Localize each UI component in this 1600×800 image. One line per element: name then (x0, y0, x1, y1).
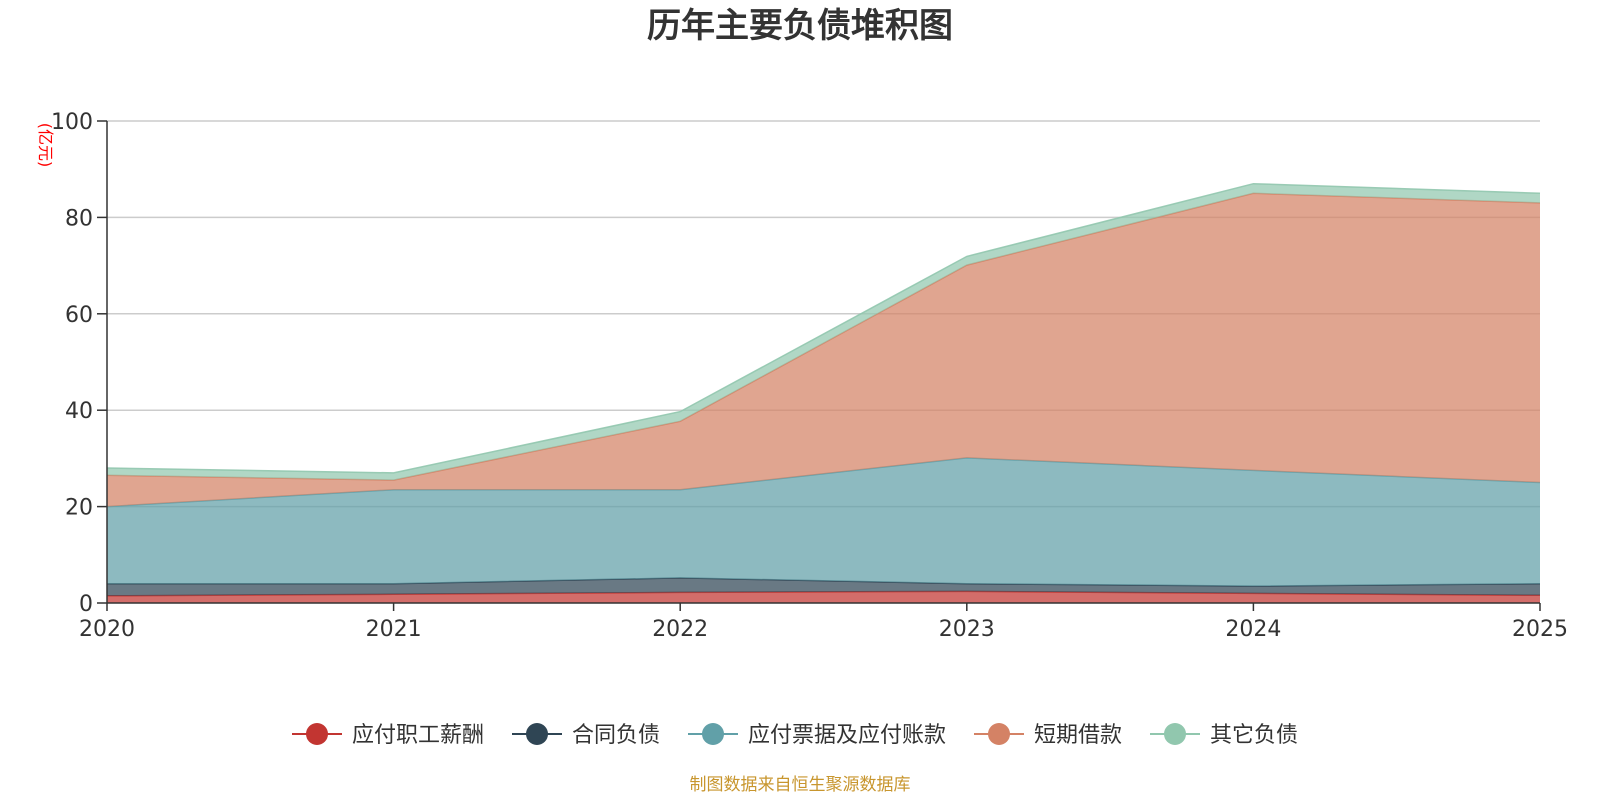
y-tick-label: 20 (65, 496, 93, 521)
y-tick-label: 0 (79, 592, 93, 617)
y-axis-unit-label: (亿元) (36, 123, 55, 168)
y-tick-label: 60 (65, 303, 93, 328)
x-tick-label: 2023 (939, 617, 995, 642)
x-tick-label: 2021 (366, 617, 422, 642)
x-tick-label: 2025 (1512, 617, 1568, 642)
legend-circle-marker (526, 723, 548, 745)
legend-circle-marker (702, 723, 724, 745)
area-series-3 (107, 193, 1540, 507)
y-tick-label: 80 (65, 206, 93, 231)
legend-label: 短期借款 (1034, 723, 1122, 748)
legend-label: 应付票据及应付账款 (748, 723, 946, 748)
y-tick-label: 40 (65, 399, 93, 424)
x-tick-label: 2024 (1225, 617, 1281, 642)
area-series-group (106, 182, 1541, 603)
legend[interactable]: 应付职工薪酬 合同负债 应付票据及应付账款 短期借款 其它负债 (292, 723, 1298, 748)
legend-item-0[interactable]: 应付职工薪酬 (292, 723, 484, 748)
axes: 0 20 40 60 80 100 2020 2021 2022 2023 2024 2025 (51, 110, 1568, 642)
area-series-line-4 (106, 182, 1541, 474)
legend-circle-marker (306, 723, 328, 745)
source-note: 制图数据来自恒生聚源数据库 (690, 775, 911, 795)
legend-label: 合同负债 (572, 723, 660, 748)
legend-item-1[interactable]: 合同负债 (512, 723, 660, 748)
chart-title: 历年主要负债堆积图 (647, 6, 953, 46)
legend-label: 应付职工薪酬 (352, 723, 484, 748)
legend-circle-marker (988, 723, 1010, 745)
x-tick-label: 2020 (79, 617, 135, 642)
y-tick-label: 100 (51, 110, 93, 135)
legend-item-3[interactable]: 短期借款 (974, 723, 1122, 748)
x-tick-label: 2022 (652, 617, 708, 642)
legend-circle-marker (1164, 723, 1186, 745)
legend-item-4[interactable]: 其它负债 (1150, 723, 1298, 748)
legend-item-2[interactable]: 应付票据及应付账款 (688, 723, 946, 748)
legend-label: 其它负债 (1210, 723, 1298, 748)
